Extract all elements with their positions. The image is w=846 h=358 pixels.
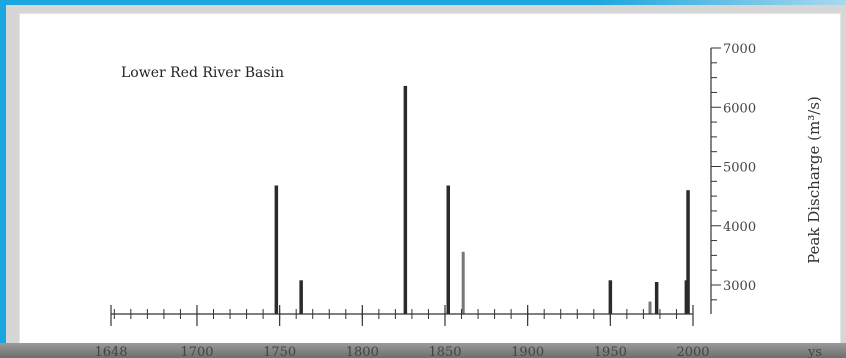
bar-1852 — [446, 185, 450, 314]
y-tick-label: 3000 — [723, 279, 756, 294]
top-border-bar — [0, 0, 846, 5]
chart-title: Lower Red River Basin — [121, 65, 284, 81]
bar-1861 — [461, 251, 465, 314]
bar-1974 — [648, 301, 652, 314]
y-axis-title: Peak Discharge (m³/s) — [805, 96, 823, 264]
bar-1997 — [686, 190, 690, 314]
x-axis — [110, 305, 694, 326]
chart-panel — [20, 14, 840, 344]
left-border-bar — [0, 0, 6, 358]
y-tick-label: 4000 — [723, 220, 756, 235]
bars-group — [274, 85, 690, 315]
y-tick-label: 6000 — [723, 101, 756, 116]
y-tick-label: 5000 — [723, 161, 756, 176]
bar-1826 — [403, 85, 408, 315]
bar-1748 — [274, 185, 279, 314]
y-tick-label: 7000 — [723, 42, 756, 57]
y-axis: 3000 4000 5000 6000 7000 — [710, 42, 756, 314]
bar-1950 — [608, 280, 613, 314]
bar-1978 — [654, 282, 659, 314]
bar-1763 — [299, 280, 303, 314]
bottom-border-bar — [0, 343, 846, 358]
